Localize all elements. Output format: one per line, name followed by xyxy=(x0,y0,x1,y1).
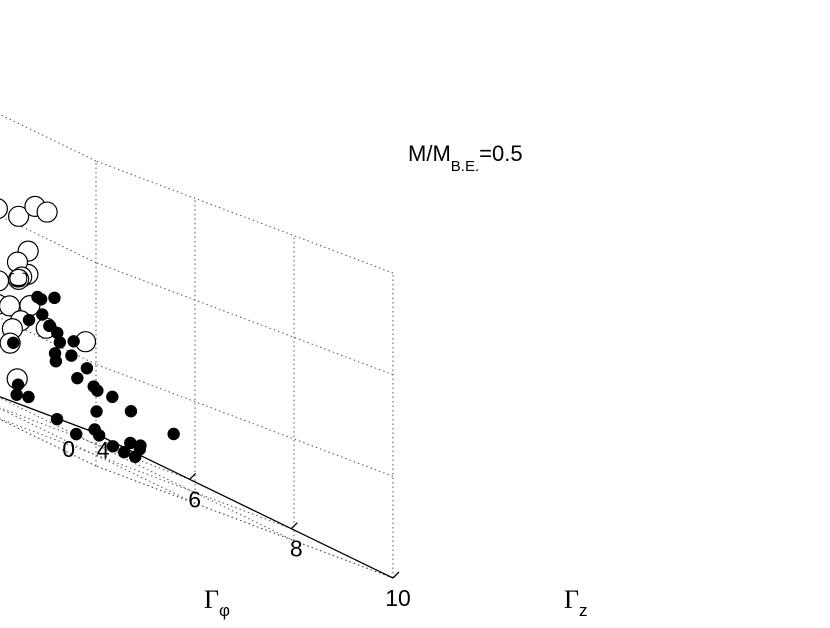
data-point-filled xyxy=(124,405,138,418)
grid-floor-y xyxy=(0,397,295,542)
data-point-filled xyxy=(118,445,131,459)
data-point-open xyxy=(0,198,8,219)
x-axis-label-main: Γ xyxy=(564,585,579,614)
data-point-filled xyxy=(71,371,84,385)
z-axis-label: C xyxy=(4,271,33,288)
data-point-filled xyxy=(133,443,147,456)
grid-floor-x xyxy=(0,407,190,480)
data-point-filled xyxy=(106,390,119,404)
annotation-suffix: =0.5 xyxy=(479,141,522,166)
y-axis-label-sub: φ xyxy=(219,601,230,620)
grid-sidewall-z xyxy=(95,465,394,579)
data-point-filled xyxy=(90,405,103,418)
data-point-filled xyxy=(10,388,23,401)
x-tick-label: 10 xyxy=(385,585,411,611)
data-point-filled xyxy=(92,429,106,442)
annotation-main: M/M xyxy=(408,141,451,166)
data-point-filled xyxy=(48,291,61,305)
data-point-filled xyxy=(36,308,49,321)
data-point-open xyxy=(7,268,30,290)
data-point-filled xyxy=(167,427,180,441)
data-point-filled xyxy=(43,319,56,333)
data-point-filled xyxy=(50,412,64,426)
data-point-open xyxy=(7,205,30,227)
x-tick-label: 8 xyxy=(290,536,303,562)
grid-sidewall-z xyxy=(95,363,394,477)
data-point-filled xyxy=(67,335,80,348)
x-tick-mark xyxy=(189,472,197,480)
data-point-filled xyxy=(124,436,137,450)
data-point-filled xyxy=(70,427,83,441)
data-point-filled xyxy=(48,347,62,360)
data-point-open xyxy=(36,201,58,223)
data-point-filled xyxy=(80,362,94,375)
y-axis-label-main: Γ xyxy=(204,585,219,614)
tick-labels: 4681005101500.511.5 xyxy=(62,436,411,611)
data-points xyxy=(0,195,180,464)
y-tick-label: 0 xyxy=(62,436,75,462)
data-point-filled xyxy=(34,293,48,306)
data-point-open xyxy=(0,295,21,317)
annotation-text: M/MB.E.=0.5 xyxy=(408,141,523,175)
data-point-filled xyxy=(11,378,25,391)
y-axis-label: Γφ xyxy=(204,585,230,620)
y-axis-line xyxy=(0,396,89,431)
data-point-filled xyxy=(22,390,35,404)
x-axis-label-sub: z xyxy=(579,601,588,620)
x-tick-mark xyxy=(392,571,400,579)
x-tick-mark xyxy=(290,522,298,530)
grid-backwall-z xyxy=(0,215,97,264)
x-axis-label: Γz xyxy=(564,585,588,620)
x-tick-label: 6 xyxy=(188,486,201,512)
data-point-filled xyxy=(65,349,78,362)
data-point-filled xyxy=(106,440,120,453)
grid-floor-x xyxy=(0,418,292,530)
grid-sidewall-z xyxy=(95,262,394,376)
data-point-filled xyxy=(22,313,36,327)
grid-sidewall-z xyxy=(95,160,394,274)
data-point-filled xyxy=(51,326,64,340)
annotation-sub: B.E. xyxy=(451,158,479,175)
data-point-filled xyxy=(91,384,104,397)
x-tick-label: 4 xyxy=(97,437,110,463)
data-point-filled xyxy=(7,336,20,349)
grid-backwall-z xyxy=(0,113,97,162)
